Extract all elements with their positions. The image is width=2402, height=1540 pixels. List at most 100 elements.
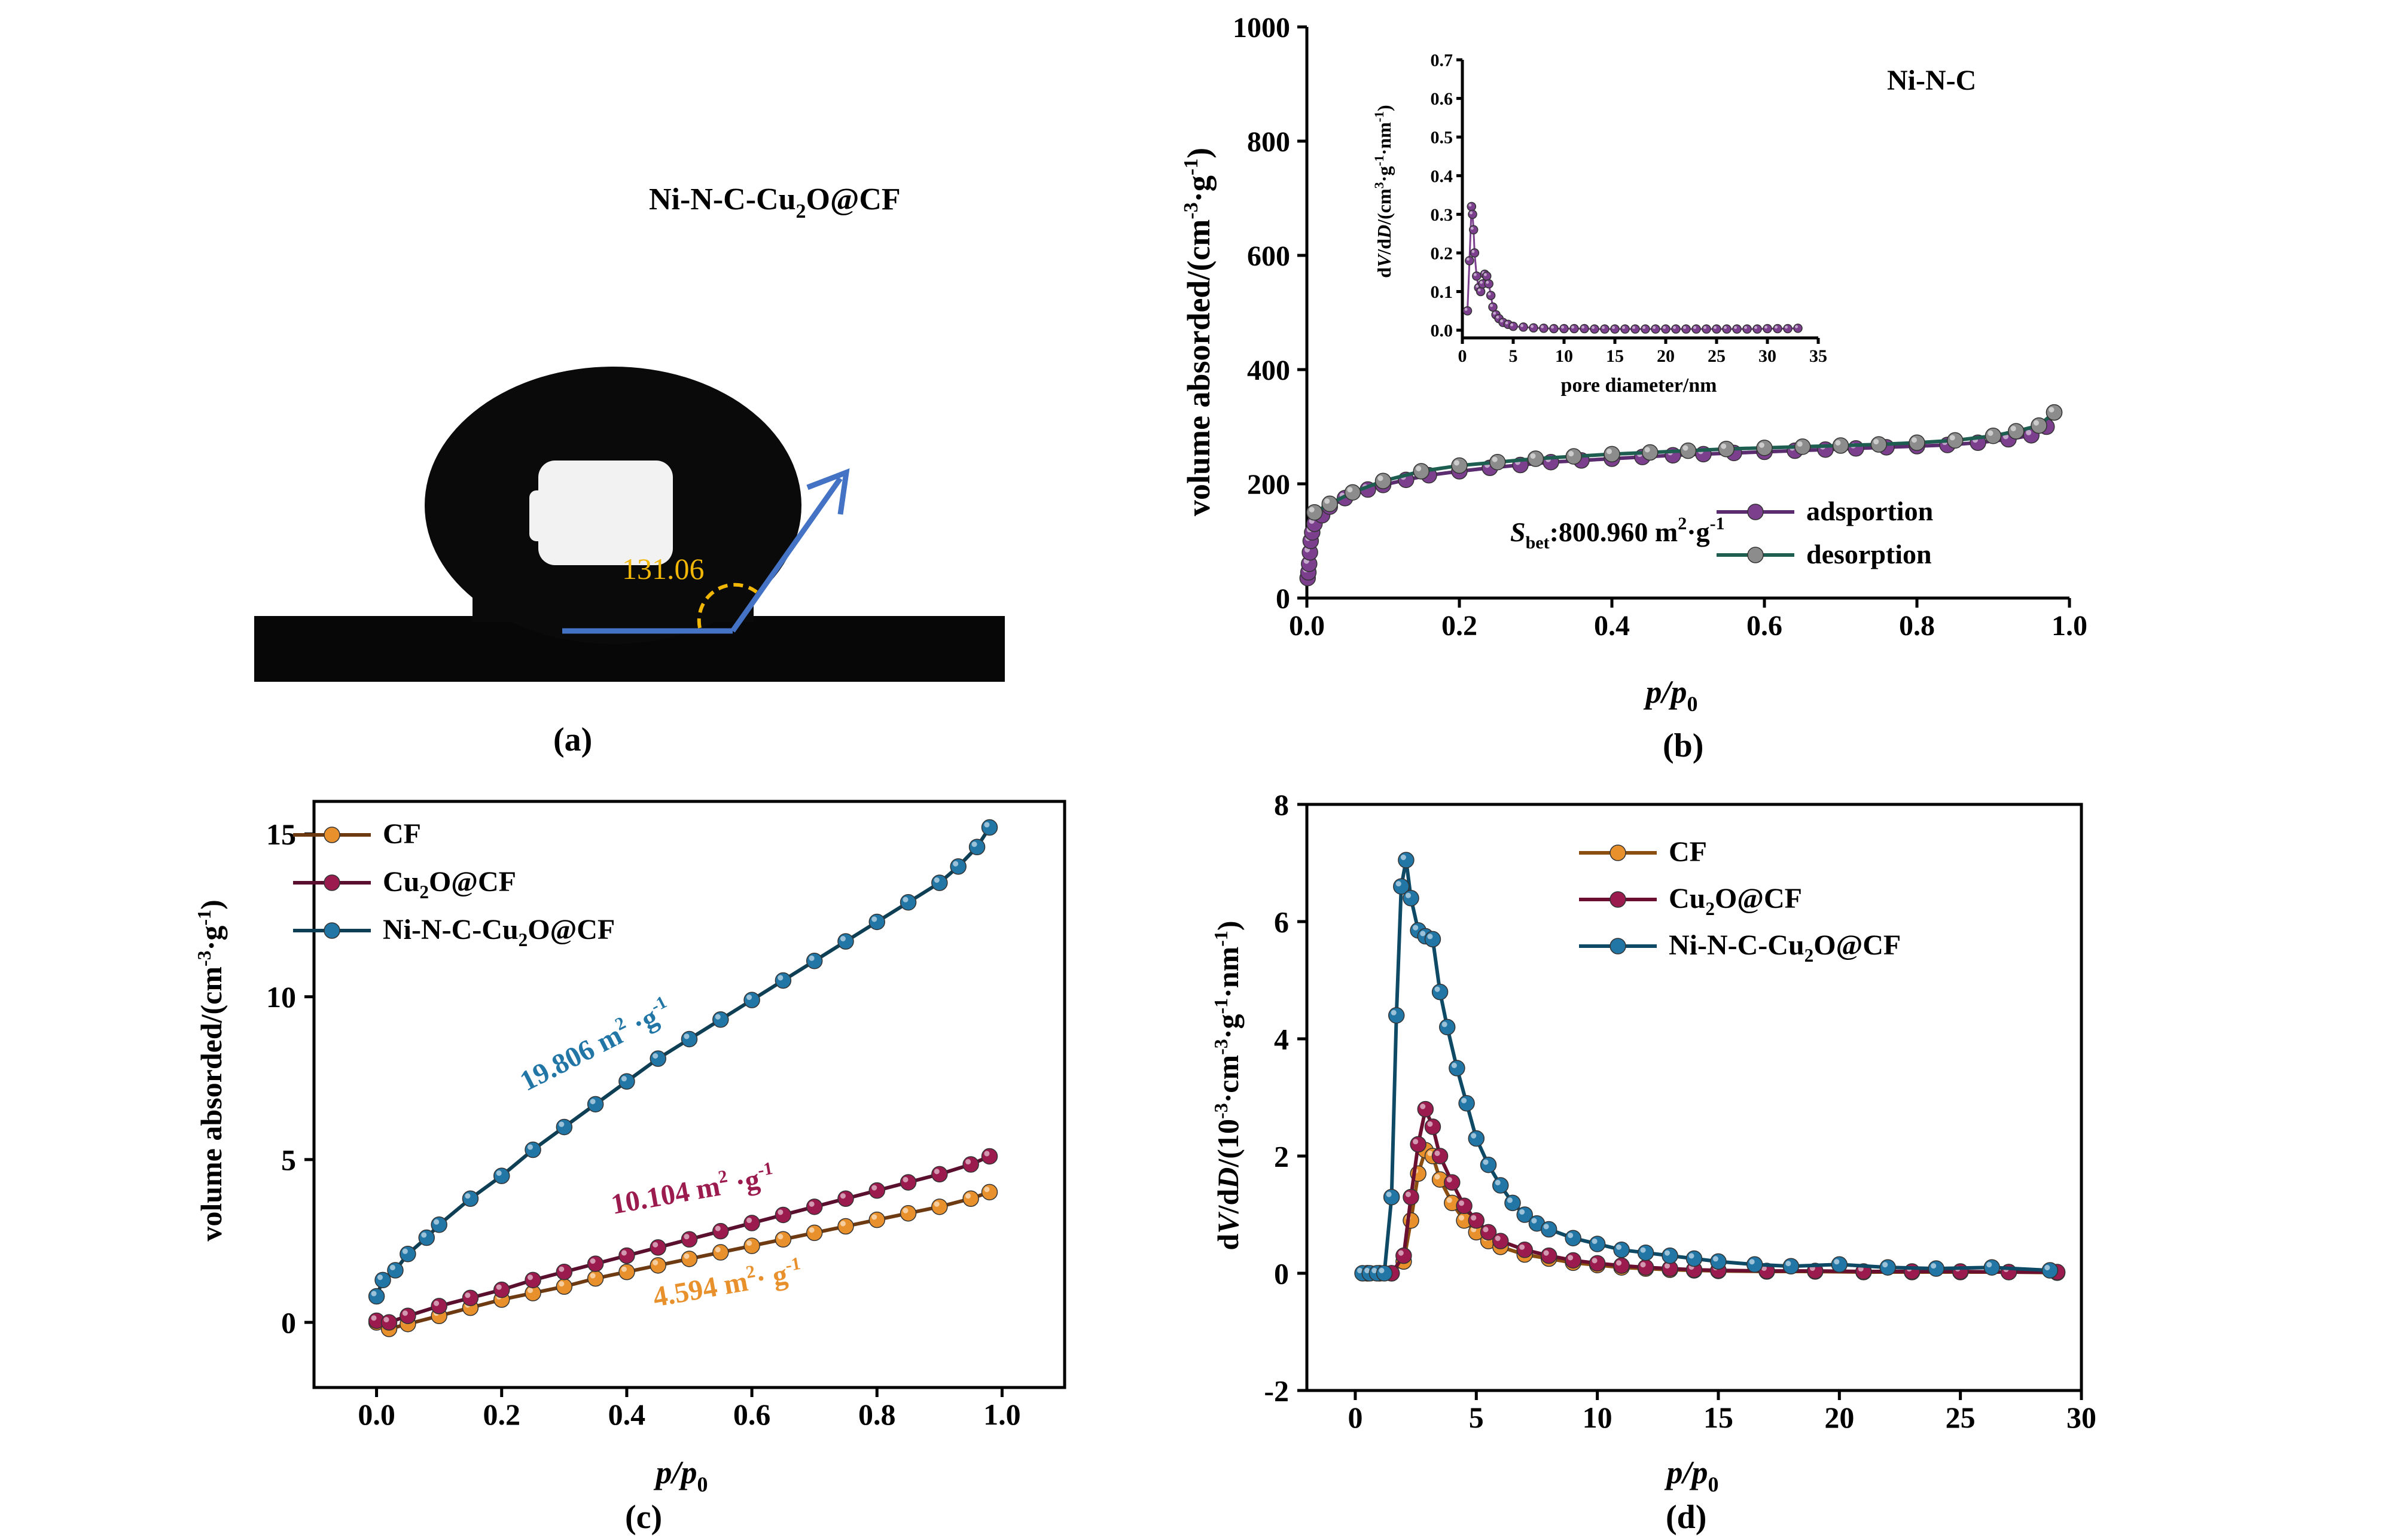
data-point-highlight (1500, 319, 1503, 323)
data-point-highlight (434, 1219, 440, 1225)
data-point-highlight (1797, 441, 1803, 447)
data-point-highlight (1592, 326, 1595, 330)
data-point-highlight (1543, 1224, 1549, 1230)
x-tick-label-c: 1.0 (983, 1398, 1021, 1431)
data-point-highlight (684, 1234, 690, 1240)
series-line (376, 1154, 990, 1325)
data-point (1712, 324, 1721, 334)
data-point-highlight (1473, 273, 1477, 276)
data-point (968, 838, 986, 855)
data-point-highlight (1391, 1010, 1397, 1016)
data-point-highlight (1541, 325, 1544, 328)
data-point (1444, 1174, 1461, 1191)
panel-b-inset: pore diameter/nm dV/dD/(cm3·g-1·nm-1) 0 5… (1371, 51, 1827, 397)
y-tick-label-d: 6 (1274, 905, 1289, 939)
legend-swatch-marker (1747, 504, 1764, 520)
legend-swatch-marker (324, 922, 340, 939)
data-point-highlight (1882, 1262, 1888, 1268)
data-point-highlight (1568, 1255, 1574, 1261)
data-point (1565, 448, 1582, 465)
data-point-highlight (1451, 1062, 1457, 1068)
y-tick-label-b: 600 (1247, 240, 1290, 272)
data-point (618, 1073, 635, 1090)
data-point-highlight (1413, 925, 1419, 931)
data-point (837, 933, 854, 950)
data-point (1482, 271, 1492, 281)
axes-b-inset: 0 5 10 15 20 25 30 35 0.0 0.1 0.2 0.3 0.4 0.5 0.6 0.7 (1431, 51, 1828, 367)
data-point-highlight (434, 1300, 440, 1306)
data-point (1928, 1260, 1944, 1277)
data-point-highlight (527, 1144, 534, 1150)
x-tick-label-d: 0 (1348, 1401, 1362, 1434)
x-tick-label-d: 20 (1824, 1401, 1854, 1434)
y-tick-label-c: 0 (281, 1306, 296, 1340)
data-point (1947, 432, 1964, 449)
data-point (1832, 437, 1849, 454)
data-point (1424, 1118, 1441, 1135)
data-point (650, 1050, 666, 1067)
data-point-highlight (1347, 487, 1353, 493)
data-point-highlight (778, 1234, 784, 1240)
series-d-2 (1354, 852, 2059, 1282)
data-point-highlight (1476, 285, 1479, 288)
data-point-highlight (1420, 931, 1426, 937)
data-point-highlight (402, 1310, 408, 1316)
data-point (1870, 436, 1887, 453)
data-point-highlight (1377, 475, 1383, 481)
data-point-highlight (1543, 1250, 1549, 1256)
data-point-highlight (1427, 934, 1433, 940)
data-point-highlight (1642, 326, 1645, 330)
data-point (1831, 1256, 1848, 1273)
data-point-highlight (653, 1053, 659, 1059)
y-tick-label-d: 8 (1274, 788, 1289, 822)
data-point-highlight (1468, 203, 1472, 207)
data-point (962, 1190, 979, 1207)
data-point-highlight (1721, 443, 1727, 449)
data-point (900, 1204, 917, 1222)
data-point (1637, 1244, 1654, 1261)
data-point (712, 1011, 729, 1028)
series-c-1 (368, 1148, 998, 1331)
y-tick-label-b-inset: 0.7 (1431, 51, 1453, 71)
y-tick-label-d: 2 (1274, 1140, 1289, 1173)
data-point (1468, 1212, 1485, 1229)
panel-d-label: (d) (1666, 1499, 1706, 1536)
data-point-highlight (371, 1315, 377, 1321)
data-point-highlight (1371, 1267, 1377, 1273)
data-point (1476, 286, 1486, 297)
data-point-highlight (1405, 892, 1412, 898)
series-line (376, 1190, 990, 1331)
data-point-highlight (1495, 1179, 1501, 1185)
data-point-highlight (1483, 273, 1487, 276)
data-point (1569, 324, 1579, 334)
data-point (837, 1190, 854, 1207)
series-c-2 (368, 819, 998, 1305)
data-point (1489, 453, 1506, 471)
legend-label: Cu2O@CF (1669, 883, 1802, 919)
x-tick-label-b-inset: 25 (1708, 346, 1726, 366)
data-point (981, 1148, 998, 1165)
data-point-highlight (1551, 325, 1554, 329)
x-tick-label-b-inset: 20 (1657, 346, 1675, 366)
data-point-highlight (1644, 447, 1650, 453)
data-point (1763, 324, 1772, 334)
data-point-highlight (1471, 1215, 1477, 1221)
series-line (1306, 411, 2056, 578)
data-point-highlight (1606, 449, 1612, 455)
y-tick-label-b-inset: 0.1 (1431, 282, 1453, 302)
data-point-highlight (684, 1033, 690, 1039)
data-point-highlight (1470, 211, 1473, 215)
y-tick-label-d: 0 (1274, 1257, 1289, 1291)
x-tick-label-b-inset: 15 (1606, 346, 1624, 366)
data-point (1540, 1221, 1557, 1238)
data-point (431, 1298, 447, 1315)
x-tick-label-b: 0.8 (1899, 610, 1935, 642)
data-point-highlight (1427, 1150, 1433, 1156)
data-point-highlight (1714, 326, 1717, 330)
data-point (1952, 1263, 1969, 1280)
data-point-highlight (2026, 429, 2032, 435)
data-point (1610, 324, 1620, 334)
x-tick-label-d: 10 (1583, 1401, 1612, 1434)
data-point-highlight (1571, 325, 1574, 329)
data-point (1403, 1188, 1419, 1206)
